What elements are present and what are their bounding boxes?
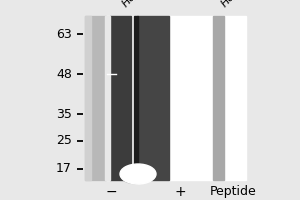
Bar bbox=[105, 16, 110, 180]
Bar bbox=[136, 16, 169, 180]
Text: +: + bbox=[174, 185, 186, 199]
Text: 25: 25 bbox=[56, 134, 72, 148]
Text: −: − bbox=[105, 185, 117, 199]
Text: 17: 17 bbox=[56, 162, 72, 176]
Bar bbox=[85, 16, 246, 180]
Text: 63: 63 bbox=[56, 27, 72, 40]
Text: 35: 35 bbox=[56, 108, 72, 120]
Text: 48: 48 bbox=[56, 68, 72, 80]
Bar bbox=[110, 16, 130, 180]
Text: HepG2: HepG2 bbox=[219, 0, 252, 9]
Bar bbox=[85, 16, 106, 180]
Text: HepG2: HepG2 bbox=[120, 0, 153, 9]
Bar bbox=[213, 16, 224, 180]
Ellipse shape bbox=[122, 168, 148, 184]
Bar bbox=[134, 16, 138, 180]
Bar bbox=[85, 16, 91, 180]
Text: Peptide: Peptide bbox=[210, 186, 257, 198]
Ellipse shape bbox=[120, 164, 156, 184]
